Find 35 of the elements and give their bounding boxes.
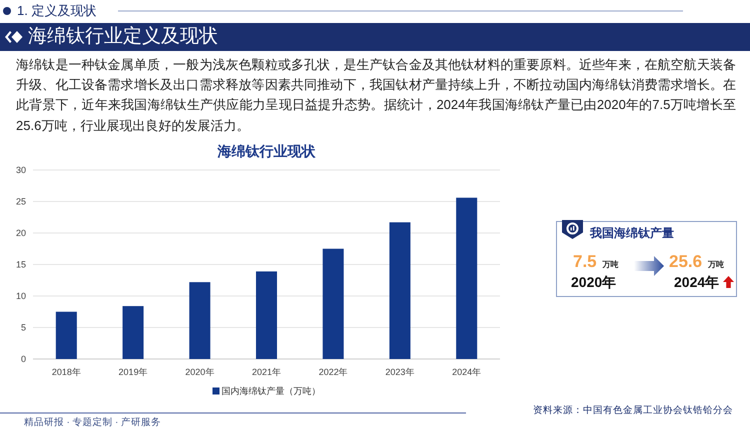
bar [122, 306, 144, 359]
x-tick-label: 2022年 [318, 367, 348, 377]
x-tick-label: 2018年 [52, 367, 81, 377]
y-tick-label: 30 [16, 165, 26, 175]
y-tick-label: 10 [16, 291, 26, 301]
y-tick-label: 25 [16, 196, 26, 206]
text: 万吨 [602, 260, 619, 269]
x-tick-label: 2020年 [185, 367, 214, 377]
bar [256, 271, 278, 359]
data-label: 25.6 [669, 252, 702, 271]
category-label: 2020年 [571, 273, 616, 292]
text: 海绵钛是一种钛金属单质，一般为浅灰色颗粒或多孔状，是生产钛合金及其他钛材料的重要原料。近些年来，在航空航天装备升级、化工设备需求增长及出口需求释放等因素共同推动下，我国钛材产量持续上升，不断拉动国内海绵钛消费需求增长。在此背景下，近年来我国海绵钛生产供应能力呈现日益提升态势。据统计，2024年我国海绵钛产量已由2020年的7.5万吨增长至25.6万吨，行业展现出良好的发展活力。 [16, 56, 736, 135]
bar [389, 222, 410, 359]
x-tick-label: 2019年 [118, 367, 148, 377]
bar [189, 282, 210, 359]
legend-label: 国内海绵钛产量（万吨） [222, 386, 320, 396]
data-label: 7.5 [573, 252, 597, 271]
y-tick-label: 20 [16, 228, 26, 238]
chart-title: 海绵钛行业现状 [216, 143, 316, 159]
text: 1. 定义及现状 [17, 2, 96, 20]
text: 精品研报 · 专题定制 · 产研服务 [24, 417, 161, 429]
x-tick-label: 2024年 [452, 367, 482, 377]
y-tick-label: 5 [20, 322, 26, 332]
text: 我国海绵钛产量 [590, 225, 674, 241]
y-tick-label: 0 [20, 354, 26, 364]
x-tick-label: 2023年 [385, 367, 414, 377]
text: 海绵钛行业定义及现状 [28, 25, 218, 49]
bar [456, 198, 478, 359]
y-tick-label: 15 [16, 260, 26, 270]
category-label: 2024年 [674, 273, 720, 292]
bar [56, 312, 77, 359]
text: 万吨 [708, 260, 724, 269]
bar [322, 248, 344, 359]
text: 资料来源：中国有色金属工业协会钛锆铪分会 [533, 405, 733, 417]
x-tick-label: 2021年 [252, 367, 282, 377]
